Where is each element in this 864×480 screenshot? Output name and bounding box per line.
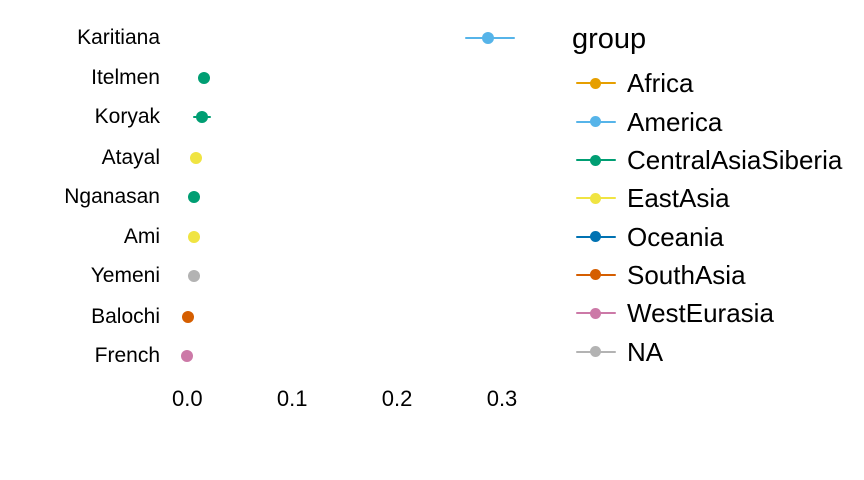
legend-item-label: NA (627, 336, 664, 367)
category-label: French (94, 343, 160, 367)
category-label: Ami (123, 224, 160, 248)
legend-key-dot (589, 346, 601, 357)
legend-item-label: SouthAsia (627, 259, 746, 290)
legend: group Africa America CentralAsiaSiberia Eas… (572, 0, 864, 400)
estimate-dot (198, 71, 211, 84)
estimate-dot (187, 269, 200, 282)
legend-key-dot (589, 269, 601, 281)
legend-title: group (572, 23, 647, 55)
category-label: Koryak (94, 105, 160, 129)
x-tick-label: 0.1 (276, 386, 308, 411)
category-label: Karitiana (77, 26, 160, 50)
x-tick-label: 0.0 (172, 386, 203, 411)
legend-key-dot (589, 154, 601, 166)
legend-item-label: Africa (627, 68, 694, 99)
legend-key-dot (589, 192, 601, 204)
legend-key-dot (589, 307, 601, 319)
legend-item-label: Oceania (627, 221, 724, 252)
legend-item-label: WestEurasia (627, 298, 774, 329)
legend-key-dot (589, 77, 601, 89)
estimate-dot (182, 310, 195, 323)
category-label: Balochi (91, 304, 160, 328)
legend-item-label: America (627, 106, 723, 137)
category-label: Nganasan (64, 184, 160, 208)
x-tick-label: 0.3 (486, 386, 518, 411)
x-tick-label: 0.2 (381, 386, 413, 411)
estimate-dot (187, 230, 200, 243)
estimate-dot (189, 151, 202, 164)
legend-key-dot (589, 116, 601, 128)
category-label: Atayal (101, 145, 160, 169)
estimate-dot (187, 190, 200, 203)
legend-item-label: CentralAsiaSiberia (627, 145, 843, 175)
category-label: Itelmen (91, 65, 160, 89)
estimate-dot (195, 111, 208, 124)
legend-key-dot (589, 231, 601, 243)
legend-item-label: EastAsia (627, 183, 730, 214)
estimate-dot (482, 32, 495, 45)
category-label: Yemeni (90, 263, 160, 287)
estimate-dot (181, 349, 194, 362)
